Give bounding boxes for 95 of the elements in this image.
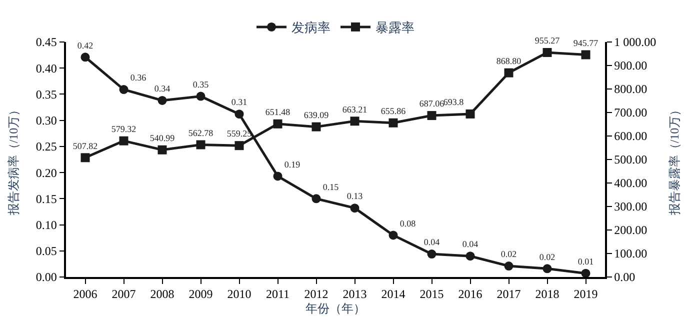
data-label: 0.36 — [130, 72, 147, 83]
data-label: 0.02 — [539, 252, 556, 262]
x-tick-label: 2008 — [150, 287, 174, 302]
point — [80, 153, 90, 162]
y2-tick-label: 400.00 — [614, 176, 648, 190]
y2-tick-label: 500.00 — [614, 152, 648, 167]
x-tick-label: 2012 — [304, 287, 328, 302]
data-label: 0.08 — [400, 218, 416, 228]
x-tick-label: 2017 — [496, 287, 521, 302]
point — [234, 110, 244, 119]
x-tick-label: 2015 — [420, 287, 444, 302]
data-label: 693.8 — [443, 97, 464, 108]
data-label: 540.99 — [150, 132, 176, 143]
y-tick-label: 0.10 — [36, 218, 57, 232]
y-tick-label: 0.15 — [36, 192, 57, 206]
data-label: 579.32 — [111, 124, 136, 134]
data-label: 0.01 — [578, 256, 594, 266]
point — [80, 52, 90, 62]
y2-tick-label: 0.00 — [614, 270, 636, 284]
y-tick-label: 0.25 — [36, 140, 57, 154]
data-label: 0.31 — [231, 97, 248, 108]
data-label: 0.04 — [424, 237, 440, 248]
x-tick-label: 2014 — [381, 287, 406, 302]
point — [196, 92, 206, 101]
data-label: 562.78 — [188, 128, 214, 138]
data-label: 507.82 — [72, 140, 98, 151]
point — [504, 68, 514, 78]
data-label: 0.04 — [462, 239, 479, 250]
point — [350, 116, 360, 126]
y2-tick-label: 100.00 — [614, 246, 648, 261]
point — [581, 268, 590, 278]
y2-tick-label: 700.00 — [614, 106, 648, 120]
point — [388, 230, 398, 240]
x-tick-label: 2006 — [73, 287, 98, 302]
point — [158, 145, 167, 154]
data-label: 0.35 — [192, 79, 210, 90]
legend-label: 暴露率 — [376, 20, 414, 36]
y-tick-label: 0.05 — [36, 244, 57, 258]
x-tick-label: 2013 — [342, 287, 367, 302]
point — [158, 96, 167, 105]
x-tick-label: 2010 — [227, 287, 252, 302]
data-label: 0.02 — [500, 249, 517, 260]
legend-label: 发病率 — [292, 20, 330, 36]
y2-tick-label: 1 000.00 — [614, 35, 656, 50]
data-label: 0.13 — [346, 191, 364, 202]
data-label: 0.15 — [322, 182, 340, 192]
data-label: 0.42 — [77, 40, 94, 50]
data-label: 0.19 — [284, 159, 301, 170]
x-tick-label: 2007 — [112, 287, 136, 302]
y-tick-label: 0.45 — [36, 35, 57, 50]
x-tick-label: 2018 — [535, 287, 560, 302]
data-label: 868.80 — [496, 56, 522, 66]
point — [466, 252, 475, 261]
point — [542, 48, 552, 58]
point — [427, 111, 436, 120]
y-tick-label: 0.20 — [36, 166, 57, 180]
point — [234, 141, 244, 150]
point — [504, 262, 514, 271]
point — [542, 264, 552, 274]
x-axis-title: 年份（年） — [306, 302, 366, 316]
point — [119, 85, 128, 94]
y2-tick-label: 800.00 — [614, 82, 648, 96]
point — [273, 119, 282, 128]
point — [466, 109, 475, 118]
data-label: 945.77 — [573, 38, 599, 48]
point — [312, 122, 321, 132]
x-tick-label: 2011 — [266, 287, 290, 302]
y2-axis-title: 报告暴露率（/10万） — [668, 104, 682, 216]
data-label: 663.21 — [342, 104, 368, 114]
data-label: 639.09 — [304, 110, 330, 120]
point — [273, 172, 282, 181]
point — [427, 250, 436, 259]
data-label: 651.48 — [265, 107, 291, 118]
data-label: 655.86 — [380, 106, 406, 116]
data-label: 0.34 — [154, 84, 171, 94]
point — [312, 194, 321, 204]
y2-tick-label: 200.00 — [614, 223, 648, 238]
y2-tick-label: 300.00 — [614, 200, 648, 214]
point — [196, 140, 206, 150]
data-label: 687.06 — [419, 98, 445, 109]
x-tick-label: 2009 — [188, 287, 213, 302]
y-tick-label: 0.35 — [36, 87, 57, 102]
point — [388, 118, 398, 128]
y-tick-label: 0.30 — [36, 114, 57, 128]
y2-tick-label: 900.00 — [614, 58, 648, 73]
point — [119, 136, 128, 146]
x-tick-label: 2016 — [458, 287, 482, 302]
x-tick-label: 2019 — [574, 287, 598, 302]
data-label: 955.27 — [534, 36, 560, 46]
y-tick-label: 0.00 — [36, 270, 57, 284]
y-tick-label: 0.40 — [36, 61, 57, 76]
point — [581, 50, 590, 60]
y-axis-title: 报告发病率（/10万） — [6, 104, 21, 216]
y2-tick-label: 600.00 — [614, 129, 648, 144]
point — [350, 204, 360, 213]
